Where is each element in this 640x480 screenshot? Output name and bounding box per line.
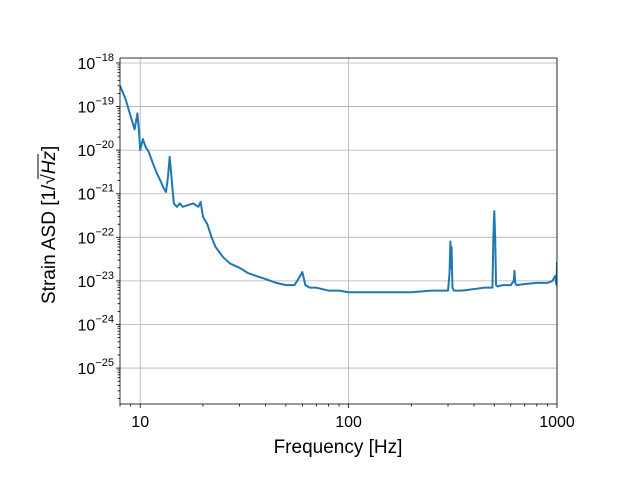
y-tick-label: 10−24 — [78, 313, 114, 334]
x-tick-label: 10 — [131, 414, 149, 431]
y-tick-label: 10−19 — [78, 96, 114, 117]
x-axis: 10 100 1000 — [119, 404, 575, 431]
y-axis-title-prefix: Strain ASD [1/√ — [39, 174, 60, 304]
svg-text:Strain ASD [1/√Hz]: Strain ASD [1/√Hz] — [39, 146, 60, 304]
x-axis-title: Frequency [Hz] — [274, 437, 403, 458]
y-axis-title-radicand: Hz — [39, 151, 60, 175]
x-tick-label: 100 — [335, 414, 362, 431]
asd-series-line — [120, 85, 557, 294]
y-tick-label: 10−21 — [78, 183, 114, 204]
axes-spine — [119, 57, 558, 405]
y-axis-title-suffix: ] — [39, 146, 60, 151]
series-layer — [120, 85, 557, 294]
y-tick-label: 10−20 — [78, 139, 114, 160]
y-tick-label: 10−23 — [78, 270, 114, 291]
x-tick-label: 1000 — [539, 414, 575, 431]
y-tick-label: 10−22 — [78, 226, 114, 247]
y-tick-label: 10−18 — [78, 52, 114, 73]
y-axis: 10−25 10−24 10−23 10−22 10−21 10−20 10−19 10−18 — [78, 52, 120, 399]
plot-area-background — [120, 58, 557, 404]
y-tick-label: 10−25 — [78, 357, 114, 378]
y-axis-title: Strain ASD [1/√Hz] — [37, 146, 60, 304]
